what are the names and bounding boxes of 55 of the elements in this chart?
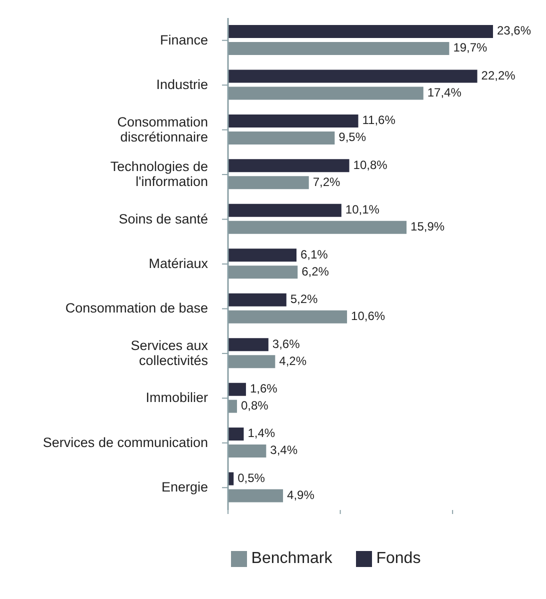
bar — [228, 489, 284, 502]
y-tick-label: Consommation de base — [65, 300, 208, 316]
data-label: 9,5% — [338, 130, 366, 144]
y-tick-label: Technologies de l'information — [110, 158, 208, 189]
bar — [228, 220, 407, 234]
bar — [228, 114, 358, 128]
bar — [228, 204, 342, 217]
bar — [228, 70, 478, 83]
legend-label: Benchmark — [251, 550, 332, 567]
bar — [228, 266, 298, 279]
data-label: 0,5% — [238, 470, 266, 485]
data-label: 10,1% — [345, 202, 380, 217]
data-label: 1,4% — [248, 426, 276, 440]
bar — [228, 428, 244, 441]
bar — [228, 25, 493, 38]
y-tick-label: Industrie — [156, 76, 208, 92]
y-tick-label: Soins de santé — [118, 210, 208, 226]
bar — [228, 310, 348, 324]
y-tick-label: Energie — [161, 479, 208, 494]
data-label: 6,2% — [302, 264, 330, 278]
data-label: 17,4% — [427, 85, 462, 100]
bar — [228, 382, 246, 396]
data-label: 6,1% — [300, 247, 328, 262]
bar — [228, 42, 450, 55]
y-tick-label: Immobilier — [146, 390, 208, 405]
data-label: 23,6% — [497, 24, 532, 38]
data-label: 4,9% — [287, 488, 315, 502]
data-label: 19,7% — [453, 40, 488, 55]
data-label: 11,6% — [362, 113, 396, 128]
data-label: 22,2% — [481, 68, 516, 82]
data-label: 10,8% — [353, 158, 388, 172]
bar — [228, 86, 424, 100]
y-tick-label: Matériaux — [148, 256, 208, 271]
y-tick-label: Services de communication — [42, 434, 208, 450]
data-label: 3,4% — [270, 443, 298, 458]
y-tick-label: Consommation discrétionnaire — [117, 114, 208, 144]
data-label: 7,2% — [312, 174, 341, 189]
bar — [228, 293, 286, 306]
data-label: 15,9% — [410, 220, 445, 234]
bar — [228, 176, 309, 190]
y-tick-label: Services aux collectivités — [130, 338, 208, 368]
data-label: 3,6% — [272, 336, 300, 351]
bar — [228, 131, 335, 144]
data-label: 4,2% — [279, 354, 307, 368]
data-label: 10,6% — [351, 309, 386, 324]
bar — [228, 248, 296, 262]
bar — [228, 338, 268, 352]
data-label: 1,6% — [250, 381, 278, 396]
data-label: 5,2% — [290, 292, 318, 306]
bar — [228, 355, 276, 368]
data-label: 0,8% — [240, 398, 269, 412]
legend-label: Fonds — [376, 550, 421, 567]
bar — [228, 159, 350, 172]
y-tick-label: Finance — [160, 32, 208, 47]
bar — [228, 444, 266, 458]
